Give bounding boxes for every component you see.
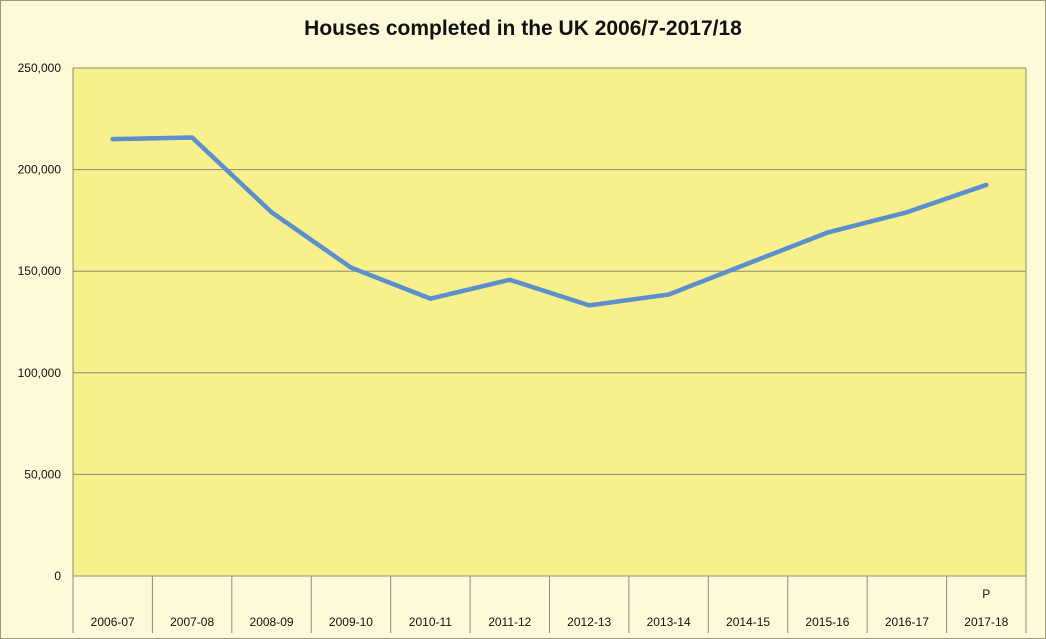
y-tick-label: 200,000 [18,163,62,177]
y-tick-label: 250,000 [18,61,62,75]
data-point [428,296,433,301]
x-tick-label: 2011-12 [488,615,531,629]
series-layer [110,135,989,308]
y-tick-label: 150,000 [18,264,62,278]
x-tick-label: 2017-18 [964,615,1008,629]
data-point [507,277,512,282]
series-line [110,135,989,308]
x-tick-label: 2012-13 [567,615,611,629]
x-tick-label: 2008-09 [250,615,294,629]
y-axis-tick-labels: 0 50,000 100,000 150,000 200,000 250,000 [18,61,62,583]
x-tick-label: 2014-15 [726,615,770,629]
data-point [984,182,989,187]
data-point [666,292,671,297]
data-point [348,265,353,270]
data-point [269,210,274,215]
y-tick-label: 50,000 [24,467,61,481]
data-point [825,230,830,235]
data-point [904,210,909,215]
x-axis-categories: 2006-07 2007-08 2008-09 2009-10 2010-11 2011-… [72,67,1027,633]
data-point [587,303,592,308]
x-tick-label: 2007-08 [170,615,214,629]
x-tick-label: 2013-14 [647,615,691,629]
x-tick-label: 2010-11 [409,615,452,629]
y-tick-label: 100,000 [18,366,62,380]
data-point [746,261,751,266]
x-tick-label: 2009-10 [329,615,373,629]
y-tick-label: 0 [54,569,61,583]
data-point [110,137,115,142]
x-tick-label: 2006-07 [91,615,135,629]
data-point [190,135,195,140]
chart-title: Houses completed in the UK 2006/7-2017/1… [304,17,742,40]
x-tick-label: 2016-17 [885,615,929,629]
category-annotation: P [982,587,990,601]
plot-area [73,68,1026,576]
x-tick-label: 2015-16 [805,615,849,629]
